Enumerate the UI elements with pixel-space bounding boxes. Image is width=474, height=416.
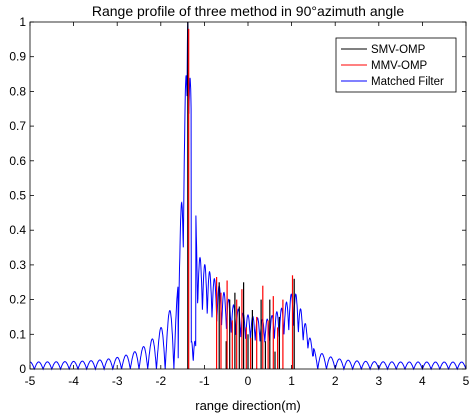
y-tick-label-5: 0.5 [9,189,26,203]
x-tick-label-6: 1 [288,374,295,388]
y-tick-label-9: 0.9 [9,50,26,64]
x-tick-label-9: 4 [419,374,426,388]
series-line-matched-filter [29,21,467,371]
axes-layer: -5 -4 -3 -2 -1 0 1 2 3 4 5 0 0.1 0.2 0.3 0.4 0.5 0.6 0.7 0.… [9,15,469,388]
y-tick-label-0: 0 [19,362,26,376]
y-tick-label-4: 0.4 [9,223,26,237]
legend: SMV-OMP MMV-OMP Matched Filter [335,37,457,93]
y-tick-label-1: 0.1 [9,327,26,341]
x-tick-label-3: -2 [155,374,166,388]
chart-title: Range profile of three method in 90°azim… [92,3,404,19]
x-axis-label: range direction(m) [195,398,301,413]
y-tick-label-8: 0.8 [9,84,26,98]
x-tick-label-1: -4 [68,374,79,388]
x-tick-label-0: -5 [25,374,36,388]
y-tick-label-3: 0.3 [9,258,26,272]
y-tick-label-6: 0.6 [9,154,26,168]
x-tick-label-8: 3 [375,374,382,388]
y-tick-label-10: 1 [19,15,26,29]
legend-label-mmv-omp: MMV-OMP [371,60,428,72]
x-tick-label-2: -3 [112,374,123,388]
y-tick-label-2: 0.2 [9,293,26,307]
x-tick-label-5: 0 [245,374,252,388]
legend-label-matched-filter: Matched Filter [371,76,444,88]
legend-label-smv-omp: SMV-OMP [371,44,426,56]
y-tick-label-7: 0.7 [9,119,26,133]
x-tick-label-7: 2 [332,374,339,388]
x-tick-label-10: 5 [463,374,470,388]
series-layer [29,21,467,371]
x-tick-label-4: -1 [199,374,210,388]
